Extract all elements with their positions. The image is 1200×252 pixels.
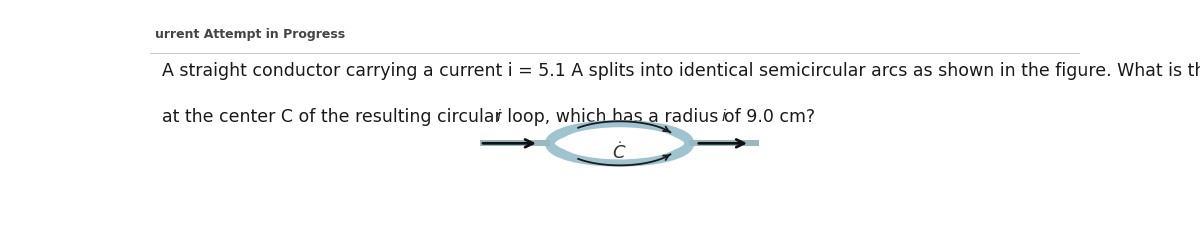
Text: $\cdot$: $\cdot$ xyxy=(617,134,622,147)
Text: $i$: $i$ xyxy=(496,108,502,123)
Text: $C$: $C$ xyxy=(612,144,626,162)
Text: $i$: $i$ xyxy=(721,108,727,123)
Text: urrent Attempt in Progress: urrent Attempt in Progress xyxy=(155,28,344,41)
Ellipse shape xyxy=(545,124,694,163)
Bar xyxy=(480,141,550,147)
Bar xyxy=(689,141,760,147)
Text: at the center C of the resulting circular loop, which has a radius of 9.0 cm?: at the center C of the resulting circula… xyxy=(162,108,815,126)
Ellipse shape xyxy=(560,128,679,160)
Text: A straight conductor carrying a current i = 5.1 A splits into identical semicirc: A straight conductor carrying a current … xyxy=(162,61,1200,79)
